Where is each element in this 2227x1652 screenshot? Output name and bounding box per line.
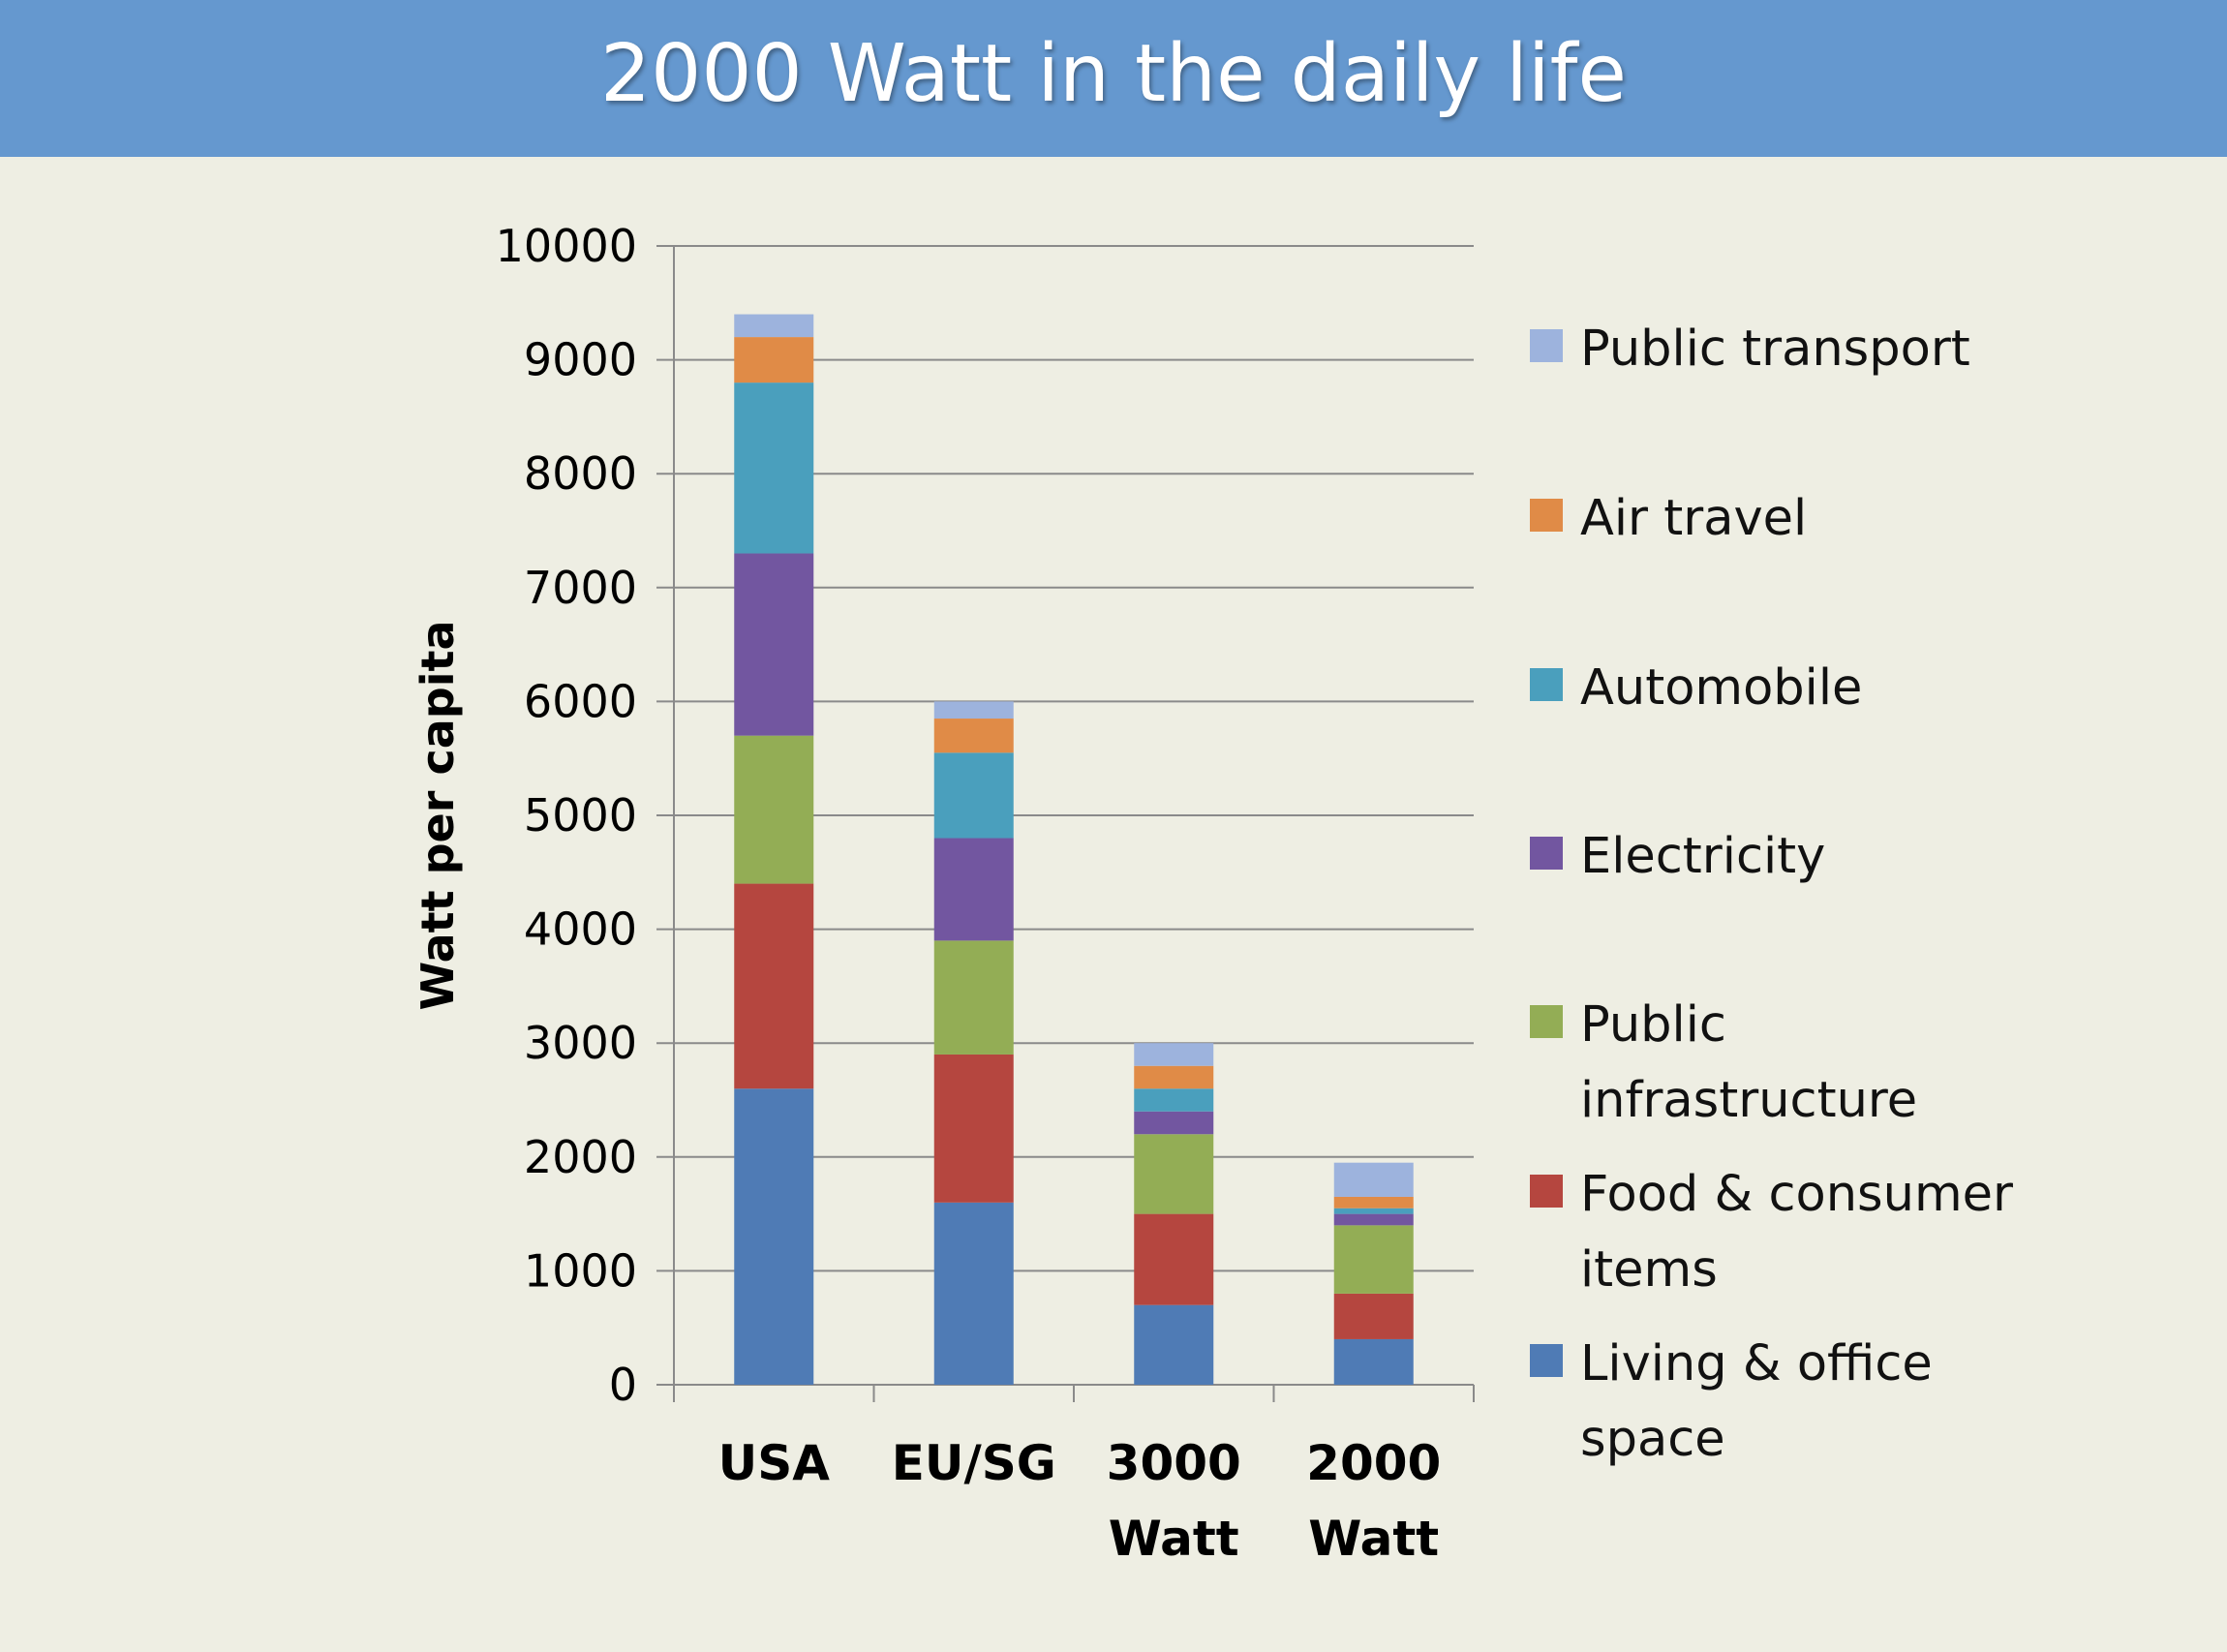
bar-segment xyxy=(1134,1111,1214,1135)
bar-segment xyxy=(933,940,1014,1055)
y-tick-label: 10000 xyxy=(496,220,637,272)
bars xyxy=(734,314,1414,1385)
y-tick-label: 8000 xyxy=(524,447,637,500)
x-category-label: 2000 xyxy=(1306,1435,1441,1491)
legend-swatch xyxy=(1530,499,1563,532)
bar-segment xyxy=(734,553,814,736)
y-axis-title: Watt per capita xyxy=(412,621,464,1011)
bar-segment xyxy=(1134,1304,1214,1385)
legend-label: infrastructure xyxy=(1580,1072,1917,1129)
bar-segment xyxy=(1333,1225,1414,1294)
bar-segment xyxy=(933,1202,1014,1385)
bar-segment xyxy=(734,1088,814,1385)
bar-segment xyxy=(734,337,814,383)
y-tick-label: 9000 xyxy=(524,334,637,386)
legend-swatch xyxy=(1530,1344,1563,1377)
bar-segment xyxy=(734,314,814,338)
axis-labels: 0 1000 2000 3000 4000 5000 6000 7000 8000 9000 100… xyxy=(412,220,1441,1567)
bar-segment xyxy=(1333,1196,1414,1208)
legend-label: items xyxy=(1580,1241,1718,1299)
bar-segment xyxy=(1134,1213,1214,1305)
x-category-label: USA xyxy=(718,1435,831,1491)
legend-label: Air travel xyxy=(1580,490,1807,547)
y-tick-label: 7000 xyxy=(524,562,637,614)
legend-swatch xyxy=(1530,1175,1563,1208)
bar-segment xyxy=(933,719,1014,753)
legend-swatch xyxy=(1530,329,1563,362)
y-tick-label: 2000 xyxy=(524,1131,637,1183)
bar-segment xyxy=(1134,1088,1214,1112)
bar-segment xyxy=(1134,1043,1214,1066)
title-bar: 2000 Watt in the daily life xyxy=(0,0,2227,157)
bar-segment xyxy=(1333,1162,1414,1197)
legend-swatch xyxy=(1530,668,1563,701)
legend-label: Electricity xyxy=(1580,828,1825,885)
bar-segment xyxy=(1333,1293,1414,1339)
slide-title: 2000 Watt in the daily life xyxy=(600,27,1627,120)
legend-label: Food & consumer xyxy=(1580,1166,2013,1223)
bar-segment xyxy=(734,382,814,554)
bar-segment xyxy=(734,883,814,1089)
y-tick-label: 0 xyxy=(609,1359,637,1411)
legend-label: Living & office xyxy=(1580,1335,1933,1392)
legend-label: Public xyxy=(1580,996,1726,1054)
bar-segment xyxy=(1333,1338,1414,1385)
bar-segment xyxy=(1333,1208,1414,1214)
legend-label: Automobile xyxy=(1580,659,1862,717)
bar-segment xyxy=(933,1054,1014,1203)
y-tick-label: 6000 xyxy=(524,675,637,727)
y-tick-label: 3000 xyxy=(524,1017,637,1069)
bar-segment xyxy=(1134,1134,1214,1214)
x-category-label: 3000 xyxy=(1107,1435,1241,1491)
legend-swatch xyxy=(1530,1005,1563,1038)
bar-segment xyxy=(1333,1213,1414,1226)
bar-segment xyxy=(933,701,1014,719)
bar-segment xyxy=(933,752,1014,839)
legend-swatch xyxy=(1530,837,1563,870)
y-tick-label: 5000 xyxy=(524,789,637,841)
legend-label: Public transport xyxy=(1580,321,1970,378)
bar-segment xyxy=(1134,1065,1214,1089)
legend-label: space xyxy=(1580,1411,1725,1468)
x-category-label: Watt xyxy=(1109,1511,1239,1567)
x-category-label: EU/SG xyxy=(892,1435,1056,1491)
y-tick-label: 4000 xyxy=(524,903,637,956)
legend: Public transport Air travel Automobile Elec… xyxy=(1530,321,2013,1468)
bar-segment xyxy=(933,838,1014,941)
x-category-label: Watt xyxy=(1308,1511,1439,1567)
y-tick-label: 1000 xyxy=(524,1244,637,1297)
bar-segment xyxy=(734,735,814,884)
